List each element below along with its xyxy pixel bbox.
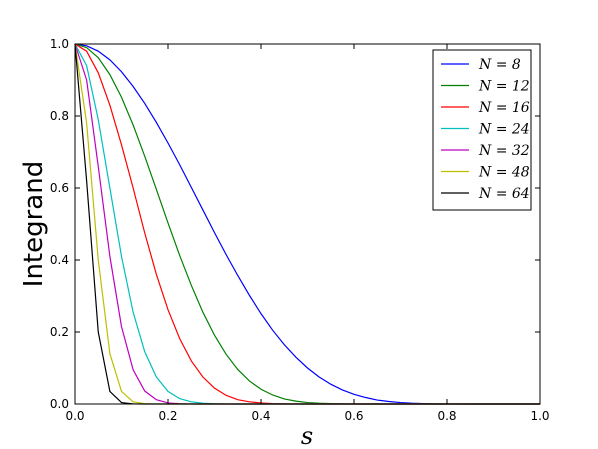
legend-label: N = 12 (478, 79, 530, 95)
y-tick-label: 0.8 (50, 109, 69, 123)
x-tick-label: 0.0 (65, 409, 84, 423)
x-tick-label: 1.0 (530, 409, 549, 423)
y-tick-label: 1.0 (50, 37, 69, 51)
x-tick-label: 0.6 (344, 409, 363, 423)
y-tick-label: 0.6 (50, 181, 69, 195)
legend: N = 8 N = 12 N = 16 N = 24 N = 32 N = 48 N = 6… (432, 49, 532, 211)
y-axis-title: Integrand (19, 161, 49, 287)
tick-layer: 0.0 0.2 0.4 0.6 0.8 1.0 0.0 0.2 0.4 0.6 0.8 1.0 (50, 37, 550, 423)
x-axis-title: s (301, 422, 313, 449)
x-tick-label: 0.4 (251, 409, 270, 423)
legend-box (432, 49, 532, 211)
legend-label: N = 64 (478, 186, 530, 202)
y-tick-label: 0.2 (50, 325, 69, 339)
y-tick-label: 0.4 (50, 253, 69, 267)
legend-label: N = 16 (478, 100, 530, 116)
legend-label: N = 24 (478, 122, 530, 138)
legend-label: N = 8 (478, 57, 521, 73)
legend-label: N = 48 (478, 165, 530, 181)
plot-frame (74, 43, 541, 405)
x-tick-label: 0.2 (158, 409, 177, 423)
x-tick-label: 0.8 (437, 409, 456, 423)
legend-label: N = 32 (478, 143, 530, 159)
y-tick-label: 0.0 (50, 397, 69, 411)
